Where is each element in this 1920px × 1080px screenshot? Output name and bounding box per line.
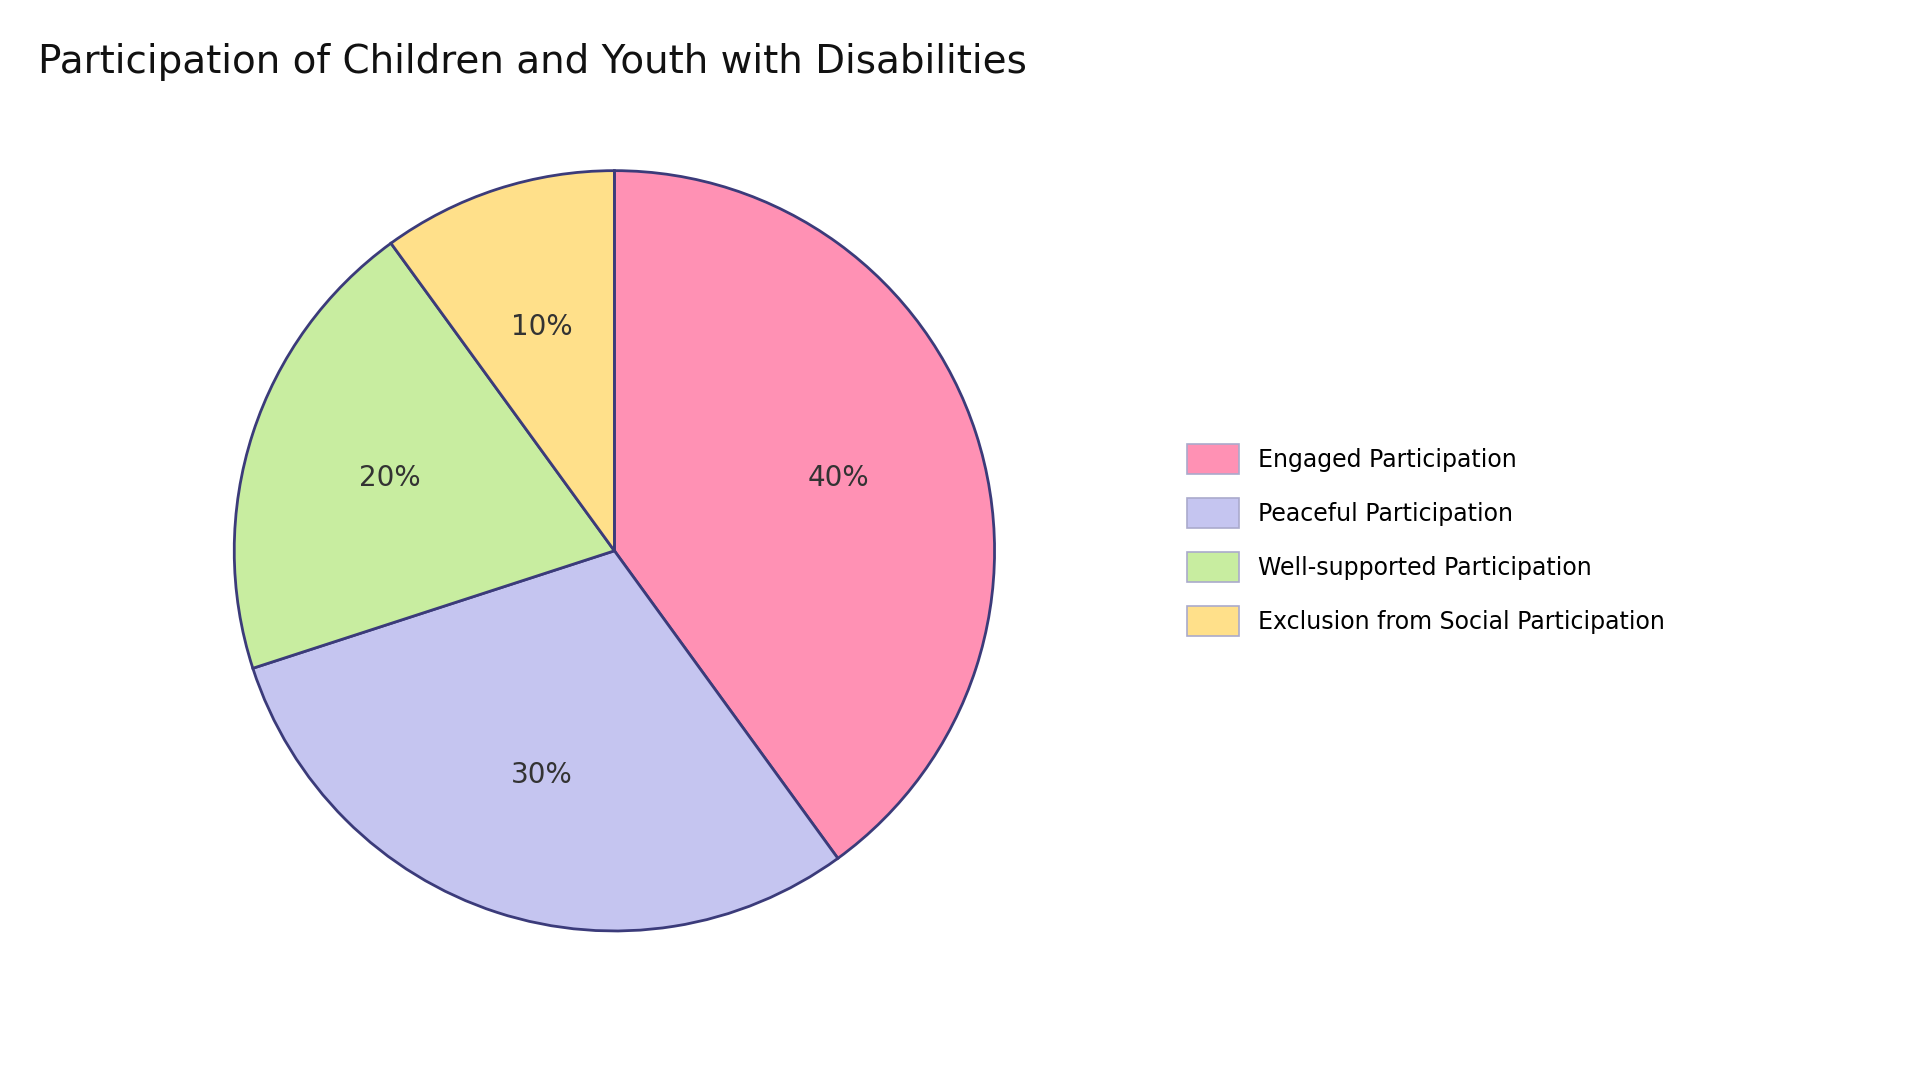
Text: Participation of Children and Youth with Disabilities: Participation of Children and Youth with… [38, 43, 1027, 81]
Wedge shape [234, 243, 614, 669]
Text: 20%: 20% [359, 464, 420, 492]
Legend: Engaged Participation, Peaceful Participation, Well-supported Participation, Exc: Engaged Participation, Peaceful Particip… [1164, 420, 1690, 660]
Wedge shape [392, 171, 614, 551]
Wedge shape [614, 171, 995, 859]
Text: 10%: 10% [511, 312, 572, 340]
Text: 30%: 30% [511, 761, 572, 789]
Wedge shape [253, 551, 837, 931]
Text: 40%: 40% [808, 464, 870, 492]
